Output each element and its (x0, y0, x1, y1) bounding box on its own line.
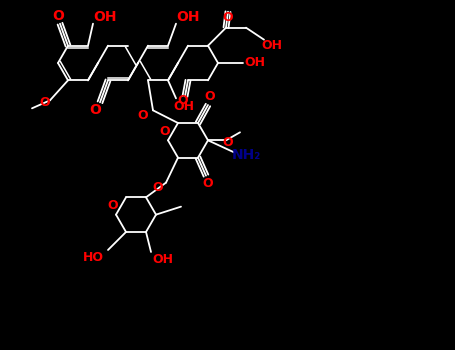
Text: OH: OH (176, 10, 200, 24)
Text: OH: OH (93, 10, 117, 24)
Text: O: O (222, 11, 233, 24)
Text: O: O (160, 125, 170, 138)
Text: O: O (178, 94, 188, 107)
Text: O: O (153, 181, 163, 194)
Text: O: O (202, 177, 213, 190)
Text: HO: HO (82, 251, 103, 265)
Text: O: O (108, 199, 118, 212)
Text: OH: OH (262, 39, 283, 52)
Text: OH: OH (244, 56, 266, 70)
Text: O: O (52, 9, 64, 23)
Text: NH₂: NH₂ (232, 148, 261, 162)
Text: OH: OH (152, 253, 173, 266)
Text: O: O (40, 96, 51, 109)
Text: O: O (205, 91, 215, 104)
Text: O: O (222, 136, 233, 149)
Text: O: O (138, 109, 148, 122)
Text: OH: OH (173, 100, 194, 113)
Text: O: O (89, 103, 101, 117)
